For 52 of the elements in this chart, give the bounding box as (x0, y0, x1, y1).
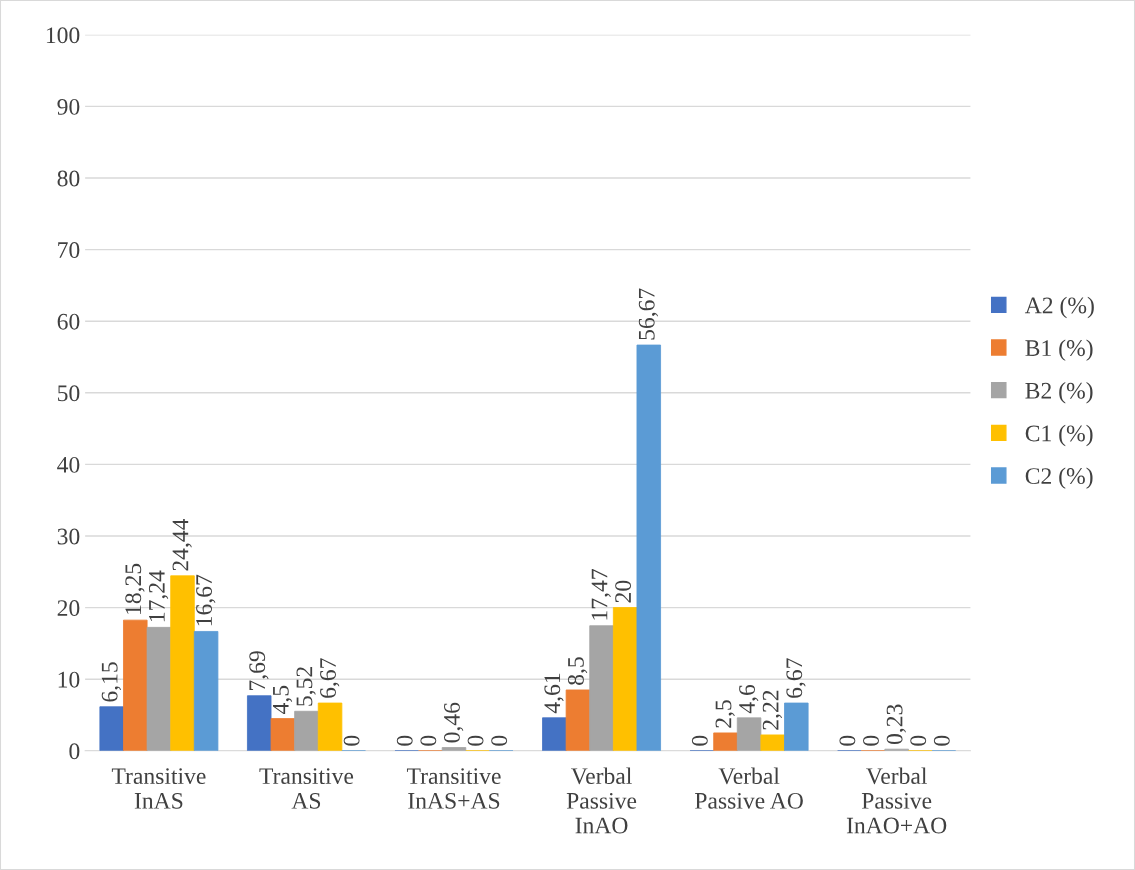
x-tick-label: Verbal Passive AO (695, 767, 803, 809)
data-label: 0 (420, 735, 437, 746)
x-tick-label: Verbal Passive InAO+AO (846, 767, 947, 834)
data-label: 6,67 (786, 658, 806, 698)
data-label: 8,5 (567, 657, 588, 685)
data-label: 0 (691, 735, 708, 746)
data-label: 16,67 (196, 574, 216, 626)
data-label: 0 (863, 735, 879, 746)
y-tick-label: 50 (58, 385, 80, 402)
x-tick-label: Verbal Passive InAO (566, 767, 637, 834)
data-label: 17,47 (591, 569, 611, 620)
y-tick-label: 30 (57, 528, 80, 545)
data-label: 2,22 (762, 690, 783, 730)
y-tick-label: 20 (57, 600, 80, 617)
data-label: 0 (467, 735, 484, 746)
legend-label: B1 (%) (1025, 339, 1093, 361)
data-label: 4,5 (272, 685, 293, 714)
legend-label: A2 (%) (1024, 296, 1094, 319)
y-tick-label: 90 (57, 98, 80, 115)
data-label: 5,52 (296, 667, 316, 706)
data-label: 6,67 (320, 658, 340, 698)
y-tick-label: 0 (69, 743, 80, 760)
y-tick-label: 60 (57, 313, 80, 330)
data-label: 0 (910, 735, 927, 746)
data-label: 18,25 (125, 563, 145, 614)
data-label: 4,61 (544, 673, 564, 714)
data-label: 0 (343, 735, 360, 746)
data-label: 7,69 (249, 651, 269, 691)
data-label: 56,67 (638, 288, 659, 340)
y-tick-label: 40 (57, 456, 80, 473)
legend-label: C1 (%) (1025, 424, 1093, 447)
legend-label: C2 (%) (1025, 467, 1093, 489)
data-label: 4,6 (739, 684, 759, 714)
data-label: 0 (396, 735, 413, 746)
y-tick-label: 100 (46, 27, 80, 44)
x-tick-label: Transitive InAS (111, 768, 206, 809)
data-label: 0 (933, 735, 950, 746)
y-tick-label: 70 (58, 242, 80, 259)
data-label: 6,15 (101, 662, 121, 702)
data-label: 24,44 (172, 518, 192, 571)
y-tick-label: 80 (57, 170, 80, 187)
x-tick-label: Transitive InAS+AS (406, 768, 501, 809)
data-label: 17,24 (148, 570, 169, 622)
x-tick-label: Transitive AS (259, 768, 354, 809)
data-label: 0 (491, 735, 508, 746)
data-label: 0,46 (443, 702, 464, 743)
data-label: 0 (839, 735, 856, 746)
legend-label: B2 (%) (1025, 382, 1093, 404)
y-tick-label: 10 (58, 671, 80, 688)
data-label: 20 (615, 580, 632, 603)
data-label: 2,5 (715, 700, 735, 728)
data-label: 0,23 (886, 704, 906, 745)
